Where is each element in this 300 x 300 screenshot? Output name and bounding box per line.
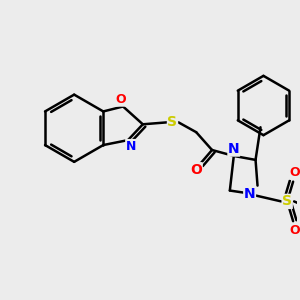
Text: O: O (190, 163, 202, 177)
Text: N: N (228, 142, 240, 156)
Text: O: O (290, 166, 300, 179)
Text: N: N (126, 140, 136, 152)
Text: N: N (244, 187, 255, 200)
Text: O: O (116, 93, 126, 106)
Text: S: S (282, 194, 292, 208)
Text: O: O (290, 224, 300, 237)
Text: S: S (167, 115, 178, 129)
